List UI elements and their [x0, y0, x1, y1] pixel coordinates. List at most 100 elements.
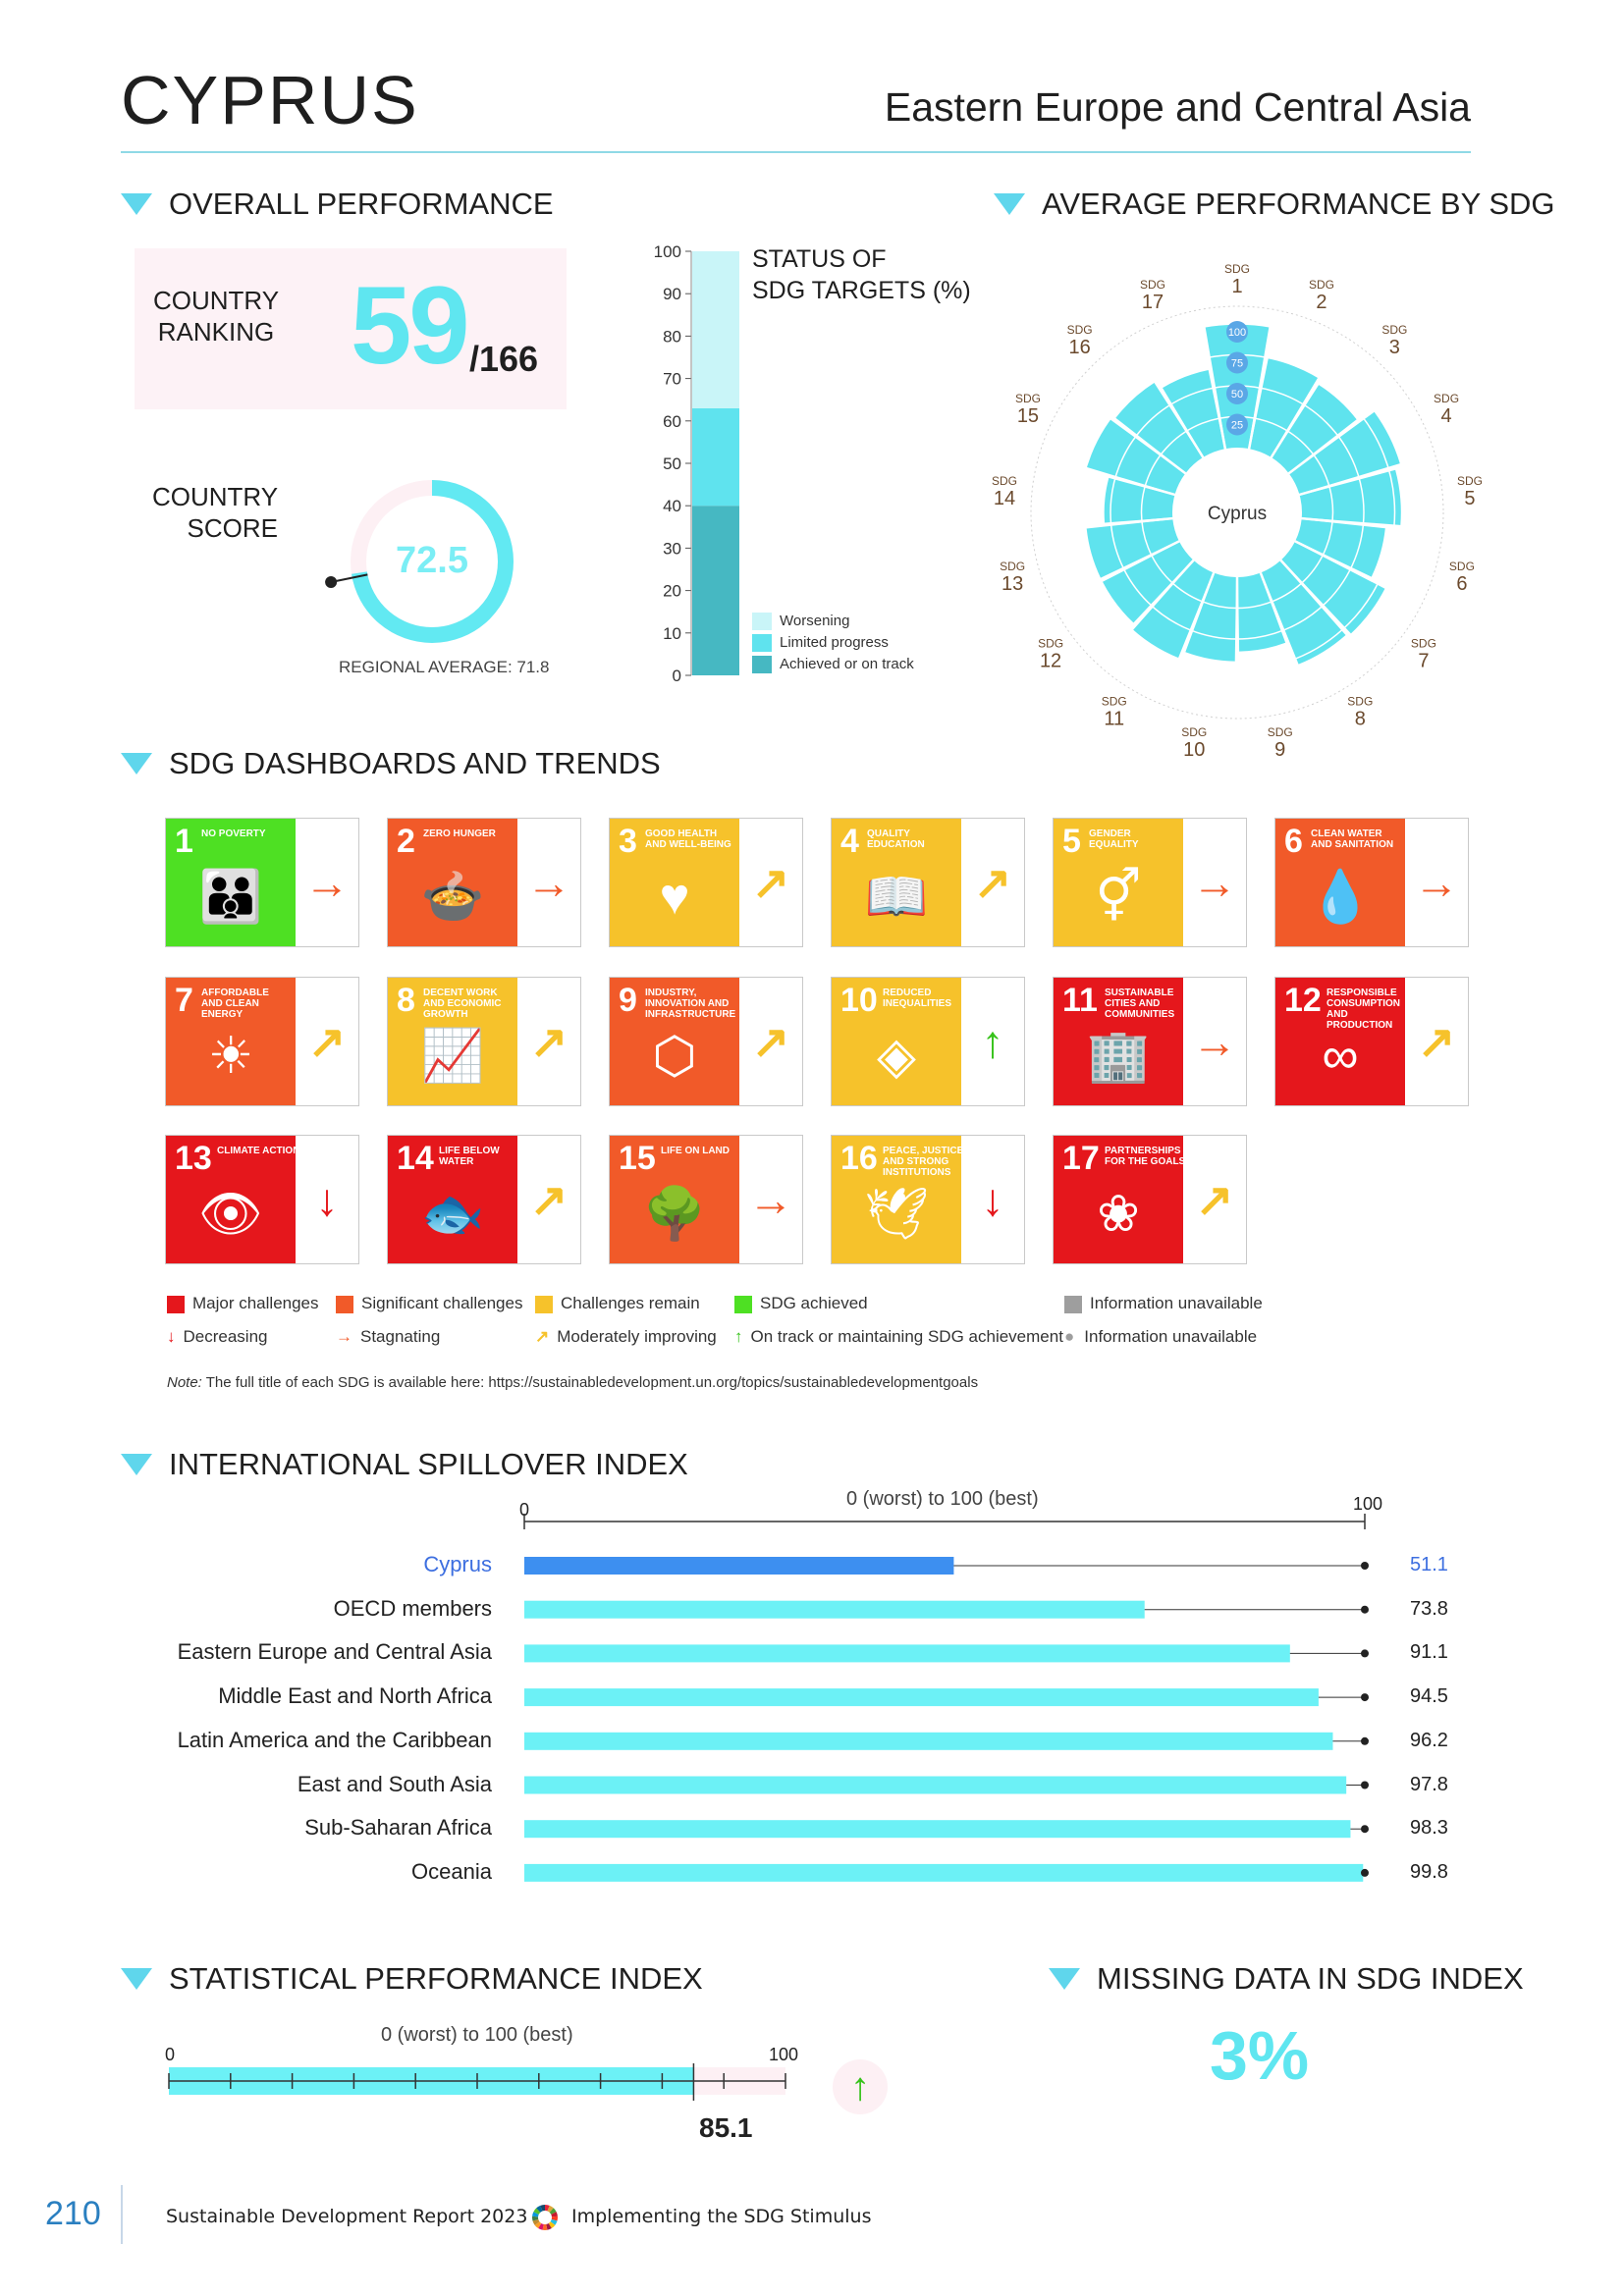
sdg-tile-13[interactable]: 13 CLIMATE ACTION 👁 ↓ — [165, 1135, 359, 1264]
sdg-title: CLEAN WATER AND SANITATION — [1311, 828, 1394, 850]
sdg-tile-2[interactable]: 2 ZERO HUNGER 🍲 → — [387, 818, 581, 947]
sdg-title: GOOD HEALTH AND WELL-BEING — [645, 828, 731, 850]
sdg-tile-7[interactable]: 7 AFFORDABLE AND CLEAN ENERGY ☀ ↗ — [165, 977, 359, 1106]
spillover-row-label: Eastern Europe and Central Asia — [177, 1639, 492, 1665]
sdg-tile-17[interactable]: 17 PARTNERSHIPS FOR THE GOALS ❀ ↗ — [1053, 1135, 1247, 1264]
sdg-number: 9 — [619, 982, 637, 1019]
sdg-tile-10[interactable]: 10 REDUCED INEQUALITIES ◈ ↑ — [831, 977, 1025, 1106]
status-tick-label: 20 — [663, 582, 681, 601]
sdg-pictogram-icon: 🌳 — [642, 1186, 707, 1243]
sdg-goal-icon: 13 CLIMATE ACTION 👁 — [166, 1136, 296, 1263]
rose-spoke — [1299, 459, 1420, 497]
section-title: INTERNATIONAL SPILLOVER INDEX — [169, 1447, 688, 1481]
rose-segment-sdg-8 — [1261, 561, 1346, 665]
trend-arrow-icon: ↓ — [315, 1174, 339, 1225]
status-tick-label: 80 — [663, 327, 681, 346]
sdg-pictogram-icon: 🍲 — [420, 869, 485, 926]
spillover-row-value: 73.8 — [1410, 1597, 1448, 1620]
legend-achieved: Achieved or on track — [752, 654, 914, 675]
triangle-marker-icon — [1049, 1968, 1080, 1990]
sdg-tile-4[interactable]: 4 QUALITY EDUCATION 📖 ↗ — [831, 818, 1025, 947]
sdg-number: 12 — [1284, 982, 1322, 1019]
rose-sdg-prefix: SDG — [1067, 323, 1093, 337]
stat-value: 85.1 — [699, 2112, 753, 2143]
rose-ring-badge — [1226, 413, 1248, 436]
sdg-tile-14[interactable]: 14 LIFE BELOW WATER 🐟 ↗ — [387, 1135, 581, 1264]
rose-segment-sdg-3 — [1272, 385, 1357, 473]
wheel-segment — [550, 2218, 558, 2225]
rose-sdg-number: 6 — [1456, 573, 1467, 595]
sdg-number: 1 — [175, 823, 193, 860]
sdg-goal-icon: 12 RESPONSIBLE CONSUMPTION AND PRODUCTION… — [1275, 978, 1405, 1105]
status-tick-label: 10 — [663, 624, 681, 643]
sdg-tile-16[interactable]: 16 PEACE, JUSTICE AND STRONG INSTITUTIONS… — [831, 1135, 1025, 1264]
spillover-axis-min: 0 — [519, 1500, 530, 1520]
triangle-marker-icon — [994, 193, 1025, 215]
rose-outer-ring — [1030, 305, 1444, 720]
sdg-tile-6[interactable]: 6 CLEAN WATER AND SANITATION 💧 → — [1274, 818, 1469, 947]
wheel-segment — [549, 2208, 557, 2215]
sdg-number: 8 — [397, 982, 415, 1019]
region-title: Eastern Europe and Central Asia — [884, 84, 1471, 130]
status-tick-label: 0 — [673, 667, 681, 685]
rose-spoke — [1201, 327, 1227, 450]
ranking-label: COUNTRY RANKING — [152, 286, 280, 347]
spillover-max-dot — [1361, 1868, 1369, 1877]
sdg-tile-3[interactable]: 3 GOOD HEALTH AND WELL-BEING ♥ ↗ — [609, 818, 803, 947]
grey-dot-icon: ● — [1064, 1327, 1075, 1346]
sdg-tile-12[interactable]: 12 RESPONSIBLE CONSUMPTION AND PRODUCTION… — [1274, 977, 1469, 1106]
rose-spoke — [1287, 398, 1388, 475]
trend-arrow-icon: ↗ — [529, 1016, 568, 1067]
wheel-segment — [532, 2212, 539, 2217]
spillover-max-dot — [1361, 1781, 1369, 1789]
unavailable-square-icon — [1064, 1295, 1082, 1313]
up-arrow-icon: ↑ — [734, 1327, 743, 1346]
spillover-row-value: 98.3 — [1410, 1817, 1448, 1840]
spillover-bar — [524, 1557, 954, 1575]
legend-achieved: SDG achieved — [734, 1294, 868, 1313]
rose-sdg-number: 17 — [1142, 292, 1164, 313]
sdg-tile-15[interactable]: 15 LIFE ON LAND 🌳 → — [609, 1135, 803, 1264]
sdg-tile-8[interactable]: 8 DECENT WORK AND ECONOMIC GROWTH 📈 ↗ — [387, 977, 581, 1106]
trend-arrow-icon: ↗ — [973, 857, 1012, 908]
sdg-tile-9[interactable]: 9 INDUSTRY, INNOVATION AND INFRASTRUCTURE… — [609, 977, 803, 1106]
sdg-title: DECENT WORK AND ECONOMIC GROWTH — [423, 988, 502, 1020]
spillover-row-value: 99.8 — [1410, 1860, 1448, 1883]
sdg-goal-icon: 7 AFFORDABLE AND CLEAN ENERGY ☀ — [166, 978, 296, 1105]
sdg-title: LIFE BELOW WATER — [439, 1146, 500, 1167]
status-tick-label: 40 — [663, 497, 681, 515]
score-gauge — [325, 480, 514, 643]
rose-spoke — [1259, 572, 1307, 689]
sdg-tile-11[interactable]: 11 SUSTAINABLE CITIES AND COMMUNITIES 🏢 → — [1053, 977, 1247, 1106]
sdg-goal-icon: 11 SUSTAINABLE CITIES AND COMMUNITIES 🏢 — [1054, 978, 1183, 1105]
spillover-row-label: OECD members — [333, 1595, 492, 1621]
sdg-goal-icon: 2 ZERO HUNGER 🍲 — [388, 819, 517, 946]
swatch-limited-icon — [752, 634, 772, 653]
rose-ring-label: 100 — [1228, 327, 1246, 339]
rose-segment-sdg-6 — [1295, 519, 1385, 577]
sdg-goal-icon: 6 CLEAN WATER AND SANITATION 💧 — [1275, 819, 1405, 946]
sdg-tile-1[interactable]: 1 NO POVERTY 👪 → — [165, 818, 359, 947]
rose-center — [1174, 450, 1300, 575]
rose-sdg-prefix: SDG — [1038, 636, 1063, 650]
wheel-segment — [545, 2205, 550, 2212]
rose-segment-sdg-13 — [1086, 519, 1179, 578]
rank-number: 59 — [351, 264, 470, 387]
rose-sdg-prefix: SDG — [1181, 725, 1207, 739]
stat-trend-up-arrow-icon: ↑ — [833, 2059, 888, 2114]
status-of-targets-chart: 0 10 20 30 40 50 60 70 80 90 100 — [654, 242, 739, 685]
legend-significant: Significant challenges — [336, 1294, 522, 1313]
rose-sdg-prefix: SDG — [1449, 560, 1475, 573]
section-title: OVERALL PERFORMANCE — [169, 187, 554, 221]
trend-arrow-icon: ↗ — [751, 1016, 790, 1067]
wheel-segment — [540, 2205, 545, 2212]
rose-sdg-number: 14 — [994, 488, 1015, 509]
sdg-tile-5[interactable]: 5 GENDER EQUALITY ⚥ → — [1053, 818, 1247, 947]
trend-arrow-icon: ↗ — [1195, 1174, 1234, 1225]
country-title: CYPRUS — [121, 62, 419, 138]
sdg-goal-icon: 15 LIFE ON LAND 🌳 — [610, 1136, 739, 1263]
ranking-panel — [135, 248, 567, 409]
sdg-number: 2 — [397, 823, 415, 860]
sdg-title: CLIMATE ACTION — [217, 1146, 296, 1156]
sdg-goal-icon: 3 GOOD HEALTH AND WELL-BEING ♥ — [610, 819, 739, 946]
